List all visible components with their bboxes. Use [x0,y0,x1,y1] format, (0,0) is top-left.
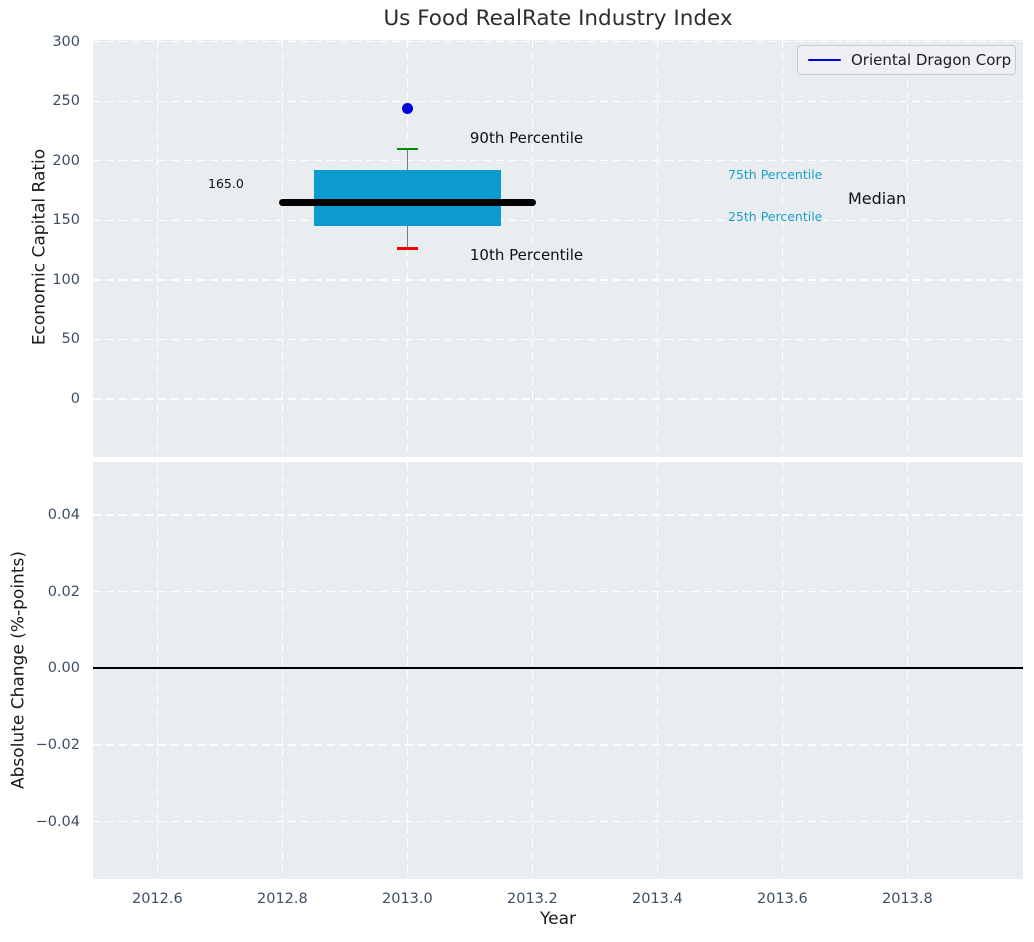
company-point [402,103,413,114]
gridline-vertical [907,40,908,457]
x-axis-label: Year [93,911,1023,928]
x-tick-label: 2013.2 [490,889,574,909]
legend: Oriental Dragon Corp [797,45,1016,75]
gridline-vertical [782,462,783,879]
y-tick-label: −0.04 [22,812,80,832]
y-tick-label: 150 [22,210,80,230]
gridline-vertical [657,40,658,457]
p25-label: 25th Percentile [728,210,822,223]
gridline-horizontal [93,514,1023,515]
y-tick-label: 250 [22,91,80,111]
p75-label: 75th Percentile [728,168,822,181]
gridline-horizontal [93,339,1023,340]
gridline-vertical [282,40,283,457]
gridline-horizontal [93,821,1023,822]
gridline-vertical [907,462,908,879]
y-tick-label: −0.02 [22,735,80,755]
legend-label: Oriental Dragon Corp [851,51,1011,69]
x-tick-label: 2013.6 [740,889,824,909]
y-tick-label: 0.02 [22,582,80,602]
x-tick-label: 2013.8 [865,889,949,909]
gridline-vertical [407,462,408,879]
whisker-cap-10th [397,247,418,250]
median-label: Median [848,191,906,208]
gridline-horizontal [93,41,1023,42]
whisker-cap-90th [397,148,418,151]
bottom-axes [93,462,1023,879]
gridline-horizontal [93,101,1023,102]
box-rect [314,170,502,226]
legend-line-sample [808,59,841,62]
gridline-horizontal [93,398,1023,399]
y-tick-label: 0.04 [22,505,80,525]
zero-line [93,667,1023,669]
x-tick-label: 2012.8 [240,889,324,909]
median-line [279,199,536,206]
y-tick-label: 50 [22,329,80,349]
x-tick-label: 2013.0 [365,889,449,909]
gridline-vertical [532,462,533,879]
y-tick-label: 200 [22,151,80,171]
y-tick-label: 0 [22,389,80,409]
p10-label: 10th Percentile [470,248,583,264]
gridline-horizontal [93,279,1023,280]
figure: Us Food RealRate Industry Index Economic… [0,0,1034,942]
gridline-horizontal [93,744,1023,745]
gridline-vertical [157,462,158,879]
y-tick-label: 0.00 [22,658,80,678]
gridline-horizontal [93,220,1023,221]
chart-title: Us Food RealRate Industry Index [93,6,1023,31]
y-tick-label: 300 [22,32,80,52]
median-value-label: 165.0 [208,177,244,190]
x-tick-label: 2013.4 [615,889,699,909]
gridline-vertical [657,462,658,879]
top-y-axis-label: Economic Capital Ratio [32,149,49,345]
gridline-vertical [282,462,283,879]
p90-label: 90th Percentile [470,131,583,147]
gridline-horizontal [93,160,1023,161]
y-tick-label: 100 [22,270,80,290]
gridline-vertical [782,40,783,457]
x-tick-label: 2012.6 [115,889,199,909]
gridline-vertical [157,40,158,457]
gridline-horizontal [93,591,1023,592]
